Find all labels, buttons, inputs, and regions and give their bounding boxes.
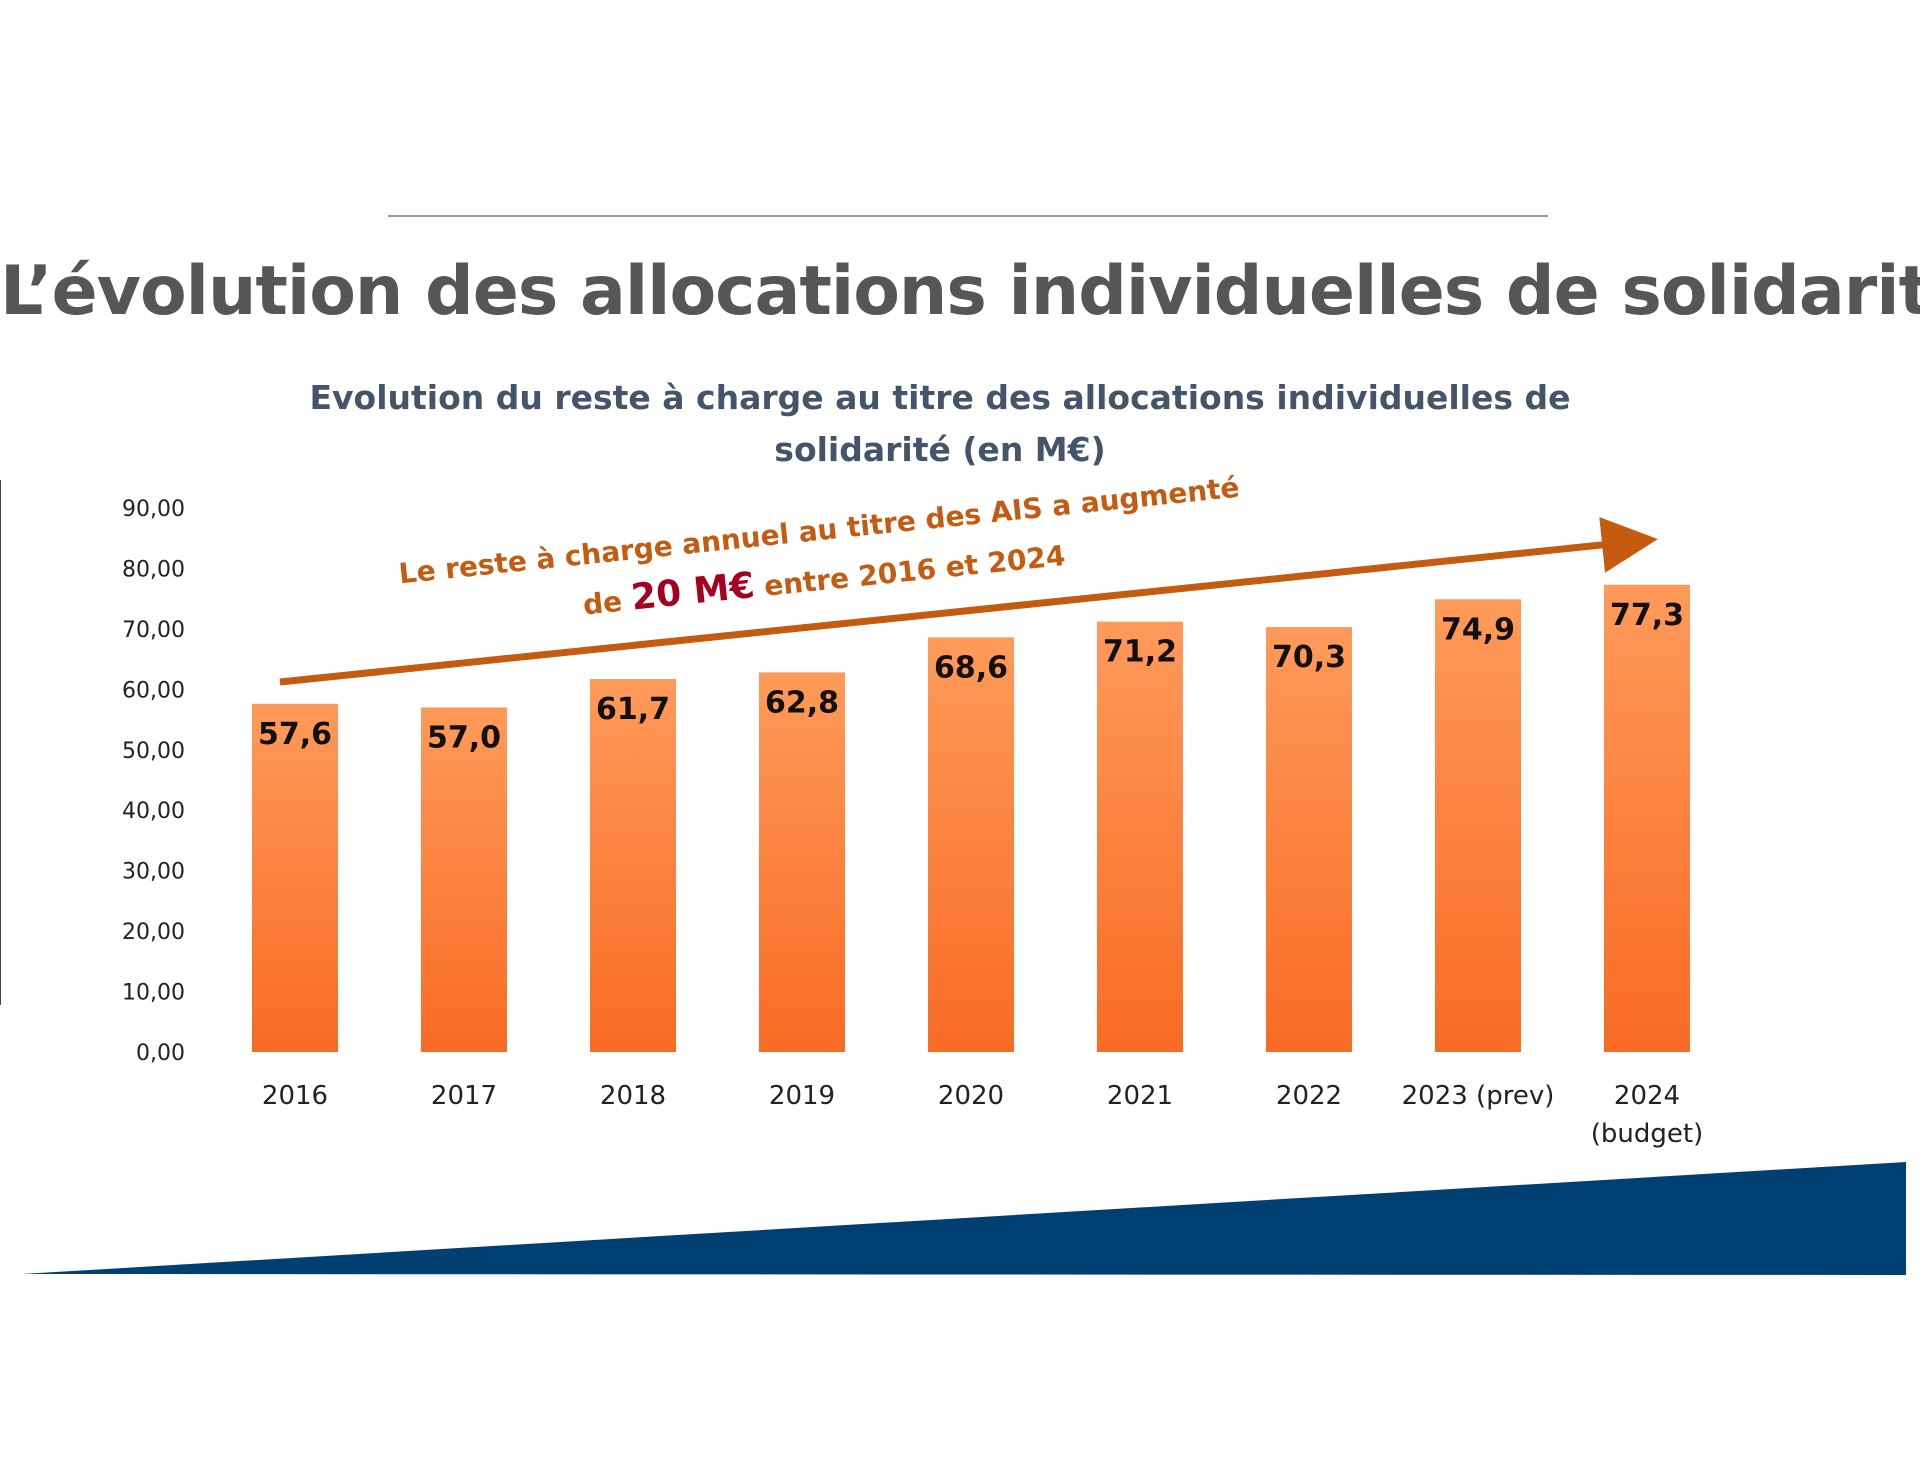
data-labels-group: 57,6 57,0 61,7 62,8 68,6 71,2 70,3 74,9 77,3 (258, 598, 1684, 756)
x-tick-label: 2019 (769, 1081, 835, 1111)
bar (590, 679, 676, 1052)
y-tick-label: 60,00 (122, 678, 185, 703)
bar (759, 672, 845, 1052)
data-label: 62,8 (765, 685, 839, 720)
y-tick-label: 40,00 (122, 799, 185, 824)
data-label: 61,7 (596, 692, 670, 727)
y-tick-label: 70,00 (122, 618, 185, 643)
x-tick-label: 2016 (262, 1081, 328, 1111)
annotation-highlight: 20 M€ (629, 565, 756, 618)
data-label: 77,3 (1610, 598, 1684, 633)
bar (1604, 584, 1690, 1052)
annotation-prefix: de (581, 584, 633, 622)
footer-band (22, 1162, 1906, 1275)
data-label: 74,9 (1441, 612, 1515, 647)
bar (1435, 599, 1521, 1052)
header-divider (388, 215, 1548, 217)
y-tick-label: 30,00 (122, 860, 185, 885)
bar (1266, 627, 1352, 1052)
y-tick-label: 90,00 (122, 497, 185, 522)
x-tick-label: 2023 (prev) (1402, 1081, 1555, 1111)
data-label: 57,6 (258, 717, 332, 752)
y-tick-label: 20,00 (122, 920, 185, 945)
bar (421, 707, 507, 1052)
chart-title: Evolution du reste à charge au titre des… (309, 378, 1571, 469)
bar (1097, 621, 1183, 1052)
x-tick-label: 2017 (431, 1081, 497, 1111)
trend-arrow (279, 517, 1658, 686)
bar (252, 703, 338, 1052)
y-tick-label: 10,00 (122, 981, 185, 1006)
x-tick-label: 2024 (1614, 1081, 1680, 1111)
bars-group (252, 584, 1690, 1052)
y-axis: 0,00 10,00 20,00 30,00 40,00 50,00 60,00 70,00 8… (122, 497, 185, 1066)
data-label: 68,6 (934, 650, 1008, 685)
x-tick-label: 2020 (938, 1081, 1004, 1111)
data-label: 57,0 (427, 720, 501, 755)
page-title: L’évolution des allocations individuelle… (0, 252, 1920, 331)
data-label: 71,2 (1103, 635, 1177, 670)
x-tick-label: 2018 (600, 1081, 666, 1111)
y-tick-label: 50,00 (122, 739, 185, 764)
y-tick-label: 80,00 (122, 557, 185, 582)
trend-annotation: Le reste à charge annuel au titre des AI… (397, 471, 1241, 622)
x-tick-label: (budget) (1591, 1119, 1703, 1149)
bar (928, 637, 1014, 1052)
data-label: 70,3 (1272, 640, 1346, 675)
x-tick-label: 2021 (1107, 1081, 1173, 1111)
x-axis: 2016 2017 2018 2019 2020 2021 2022 2023 (prev) 2… (262, 1081, 1703, 1149)
x-tick-label: 2022 (1276, 1081, 1342, 1111)
y-tick-label: 0,00 (136, 1041, 185, 1066)
